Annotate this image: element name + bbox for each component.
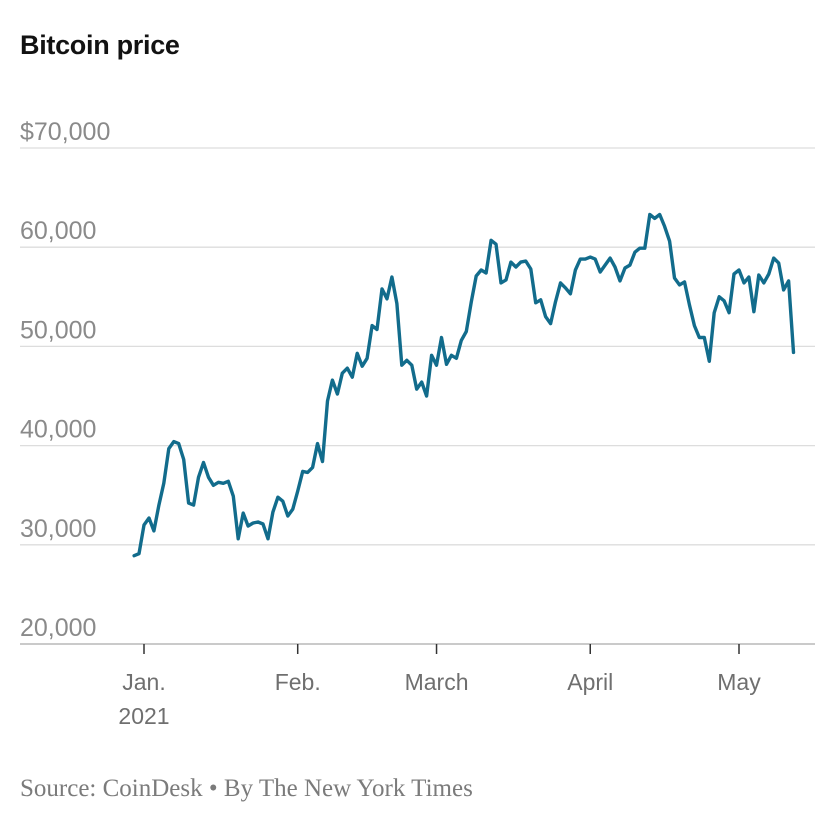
y-axis: $70,000 60,000 50,000 40,000 30,000 20,000 — [20, 118, 110, 642]
gridlines — [20, 147, 815, 645]
y-tick-label-70000: $70,000 — [20, 118, 110, 146]
x-tick-label-feb: Feb. — [275, 669, 321, 695]
y-tick-label-30000: 30,000 — [20, 515, 96, 543]
price-line-series — [132, 212, 796, 558]
y-tick-label-20000: 20,000 — [20, 614, 96, 642]
y-tick-label-60000: 60,000 — [20, 217, 96, 245]
x-tick-label-jan: Jan. — [122, 669, 165, 695]
series-layer — [132, 212, 796, 558]
x-axis: Jan. 2021 Feb. March April May — [118, 644, 761, 729]
x-tick-sublabel-year: 2021 — [118, 703, 169, 729]
source-credit: Source: CoinDesk • By The New York Times — [20, 775, 473, 803]
separator-bullet: • — [208, 775, 218, 802]
x-tick-label-april: April — [567, 669, 613, 695]
y-tick-label-50000: 50,000 — [20, 316, 96, 344]
chart-title: Bitcoin price — [20, 30, 180, 60]
y-tick-label-40000: 40,000 — [20, 416, 96, 444]
x-tick-label-may: May — [717, 669, 761, 695]
x-tick-label-march: March — [405, 669, 469, 695]
source-text: Source: CoinDesk — [20, 775, 203, 802]
byline-text: By The New York Times — [223, 775, 473, 802]
